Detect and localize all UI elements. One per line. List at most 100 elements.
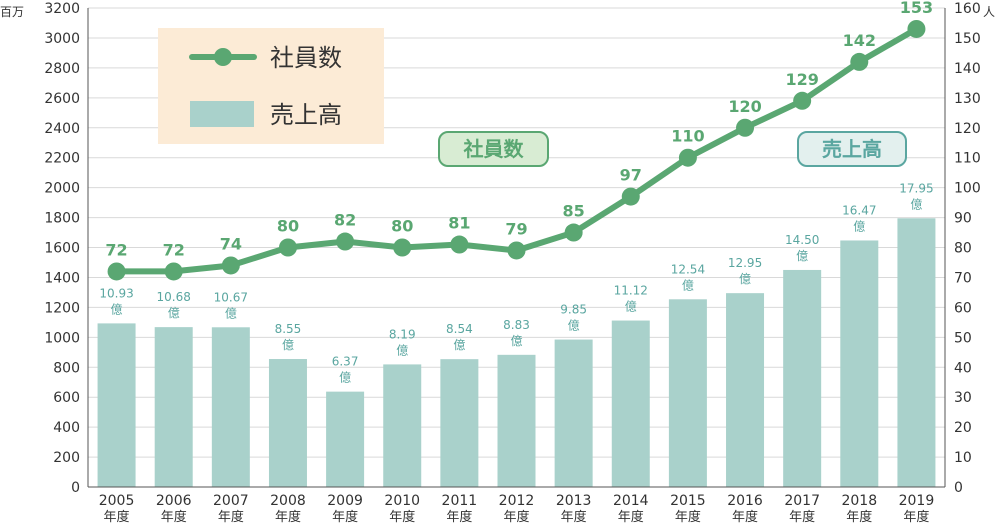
line-point bbox=[221, 256, 240, 275]
x-axis-tick-label: 2014 bbox=[613, 493, 649, 509]
x-axis-tick-sublabel: 年度 bbox=[104, 509, 130, 525]
x-axis-tick-label: 2007 bbox=[213, 493, 249, 509]
line-points bbox=[107, 19, 926, 281]
bar-value-unit: 億 bbox=[853, 219, 865, 233]
bar bbox=[897, 218, 936, 487]
bar-value-label: 17.95 bbox=[899, 181, 933, 195]
bar bbox=[840, 240, 879, 487]
legend-line-label: 社員数 bbox=[270, 44, 342, 72]
line-point bbox=[107, 262, 126, 281]
line-series-tag: 社員数 bbox=[438, 131, 549, 167]
line-value-label: 81 bbox=[448, 214, 470, 233]
x-axis-tick-sublabel: 年度 bbox=[332, 509, 358, 525]
right-axis-tick-label: 90 bbox=[954, 211, 972, 227]
x-axis-tick-label: 2013 bbox=[556, 493, 592, 509]
x-axis-tick-label: 2010 bbox=[384, 493, 420, 509]
left-axis-tick-label: 2800 bbox=[44, 61, 80, 77]
line-value-label: 72 bbox=[105, 240, 127, 259]
bar-value-unit: 億 bbox=[625, 300, 637, 314]
bar-value-unit: 億 bbox=[739, 272, 751, 286]
right-axis-tick-label: 140 bbox=[954, 61, 981, 77]
line-point bbox=[793, 91, 812, 110]
line-value-label: 74 bbox=[220, 234, 242, 253]
x-axis-tick-label: 2019 bbox=[899, 493, 935, 509]
line-value-label: 110 bbox=[671, 127, 704, 146]
line-point bbox=[621, 187, 640, 206]
x-axis-tick-label: 2011 bbox=[442, 493, 478, 509]
x-axis-tick-sublabel: 年度 bbox=[675, 509, 701, 525]
left-axis-tick-label: 800 bbox=[53, 360, 80, 376]
left-axis-tick-label: 2000 bbox=[44, 181, 80, 197]
line-series-tag-label: 社員数 bbox=[463, 137, 525, 161]
line-point bbox=[278, 238, 297, 257]
line-value-label: 82 bbox=[334, 211, 356, 230]
x-axis-tick-label: 2018 bbox=[841, 493, 877, 509]
left-axis-tick-label: 1000 bbox=[44, 330, 80, 346]
bar-value-label: 10.93 bbox=[99, 286, 133, 300]
bar-value-unit: 億 bbox=[453, 338, 465, 352]
left-axis-tick-label: 3200 bbox=[44, 1, 80, 17]
x-axis-tick-sublabel: 年度 bbox=[275, 509, 301, 525]
legend: 社員数 売上高 bbox=[158, 28, 384, 144]
bar bbox=[383, 364, 422, 487]
right-axis-tick-label: 30 bbox=[954, 390, 972, 406]
line-value-label: 129 bbox=[785, 70, 818, 89]
line-value-label: 80 bbox=[277, 217, 299, 236]
left-axis-tick-label: 2400 bbox=[44, 121, 80, 137]
bar bbox=[783, 269, 822, 487]
right-axis-tick-label: 10 bbox=[954, 450, 972, 466]
x-axis-tick-label: 2016 bbox=[727, 493, 763, 509]
x-axis-tick-label: 2005 bbox=[99, 493, 135, 509]
bar-value-label: 6.37 bbox=[332, 355, 359, 369]
x-axis-tick-sublabel: 年度 bbox=[218, 509, 244, 525]
bar-value-label: 11.12 bbox=[614, 284, 648, 298]
right-axis-tick-label: 50 bbox=[954, 330, 972, 346]
line-value-label: 142 bbox=[843, 31, 876, 50]
left-axis-tick-label: 3000 bbox=[44, 31, 80, 47]
bar bbox=[154, 327, 193, 487]
bar-value-unit: 億 bbox=[225, 306, 237, 320]
line-value-label: 120 bbox=[728, 97, 761, 116]
bar-value-unit: 億 bbox=[339, 371, 351, 385]
left-axis-unit: 百万 bbox=[0, 5, 24, 19]
x-axis-tick-label: 2017 bbox=[784, 493, 820, 509]
bar-value-label: 12.95 bbox=[728, 256, 762, 270]
line-value-label: 80 bbox=[391, 217, 413, 236]
line-point bbox=[450, 235, 469, 254]
line-point bbox=[678, 148, 697, 167]
bar-value-unit: 億 bbox=[282, 338, 294, 352]
left-axis-tick-label: 1200 bbox=[44, 300, 80, 316]
x-axis-tick-sublabel: 年度 bbox=[161, 509, 187, 525]
right-axis-tick-label: 0 bbox=[954, 480, 963, 496]
x-axis-tick-sublabel: 年度 bbox=[789, 509, 815, 525]
right-axis-tick-label: 130 bbox=[954, 91, 981, 107]
x-axis-tick-label: 2015 bbox=[670, 493, 706, 509]
left-axis-tick-label: 200 bbox=[53, 450, 80, 466]
bar bbox=[611, 320, 650, 487]
bar-value-unit: 億 bbox=[168, 306, 180, 320]
bar bbox=[211, 327, 250, 487]
bar-series bbox=[97, 218, 936, 487]
bar-value-label: 8.19 bbox=[389, 327, 416, 341]
right-axis-tick-label: 40 bbox=[954, 360, 972, 376]
line-point bbox=[907, 19, 926, 38]
left-axis-tick-label: 1800 bbox=[44, 211, 80, 227]
bar-value-label: 16.47 bbox=[842, 203, 876, 217]
bar bbox=[668, 299, 707, 487]
legend-bar-label: 売上高 bbox=[270, 101, 342, 129]
left-axis-tick-label: 1400 bbox=[44, 270, 80, 286]
line-value-labels: 72 72 74 80 82 80 81 79 85 97 110 120 129 142 153 bbox=[105, 0, 933, 259]
bar-value-unit: 億 bbox=[682, 278, 694, 292]
bar-value-label: 10.67 bbox=[214, 290, 248, 304]
line-point bbox=[850, 52, 869, 71]
right-axis-tick-label: 80 bbox=[954, 241, 972, 257]
bar bbox=[440, 359, 479, 487]
bar-value-label: 8.55 bbox=[275, 322, 302, 336]
right-axis-tick-label: 20 bbox=[954, 420, 972, 436]
bar-series-tag-label: 売上高 bbox=[822, 137, 882, 161]
bar bbox=[326, 391, 365, 487]
line-value-label: 153 bbox=[900, 0, 933, 17]
bar bbox=[268, 359, 307, 487]
x-axis-tick-label: 2008 bbox=[270, 493, 306, 509]
